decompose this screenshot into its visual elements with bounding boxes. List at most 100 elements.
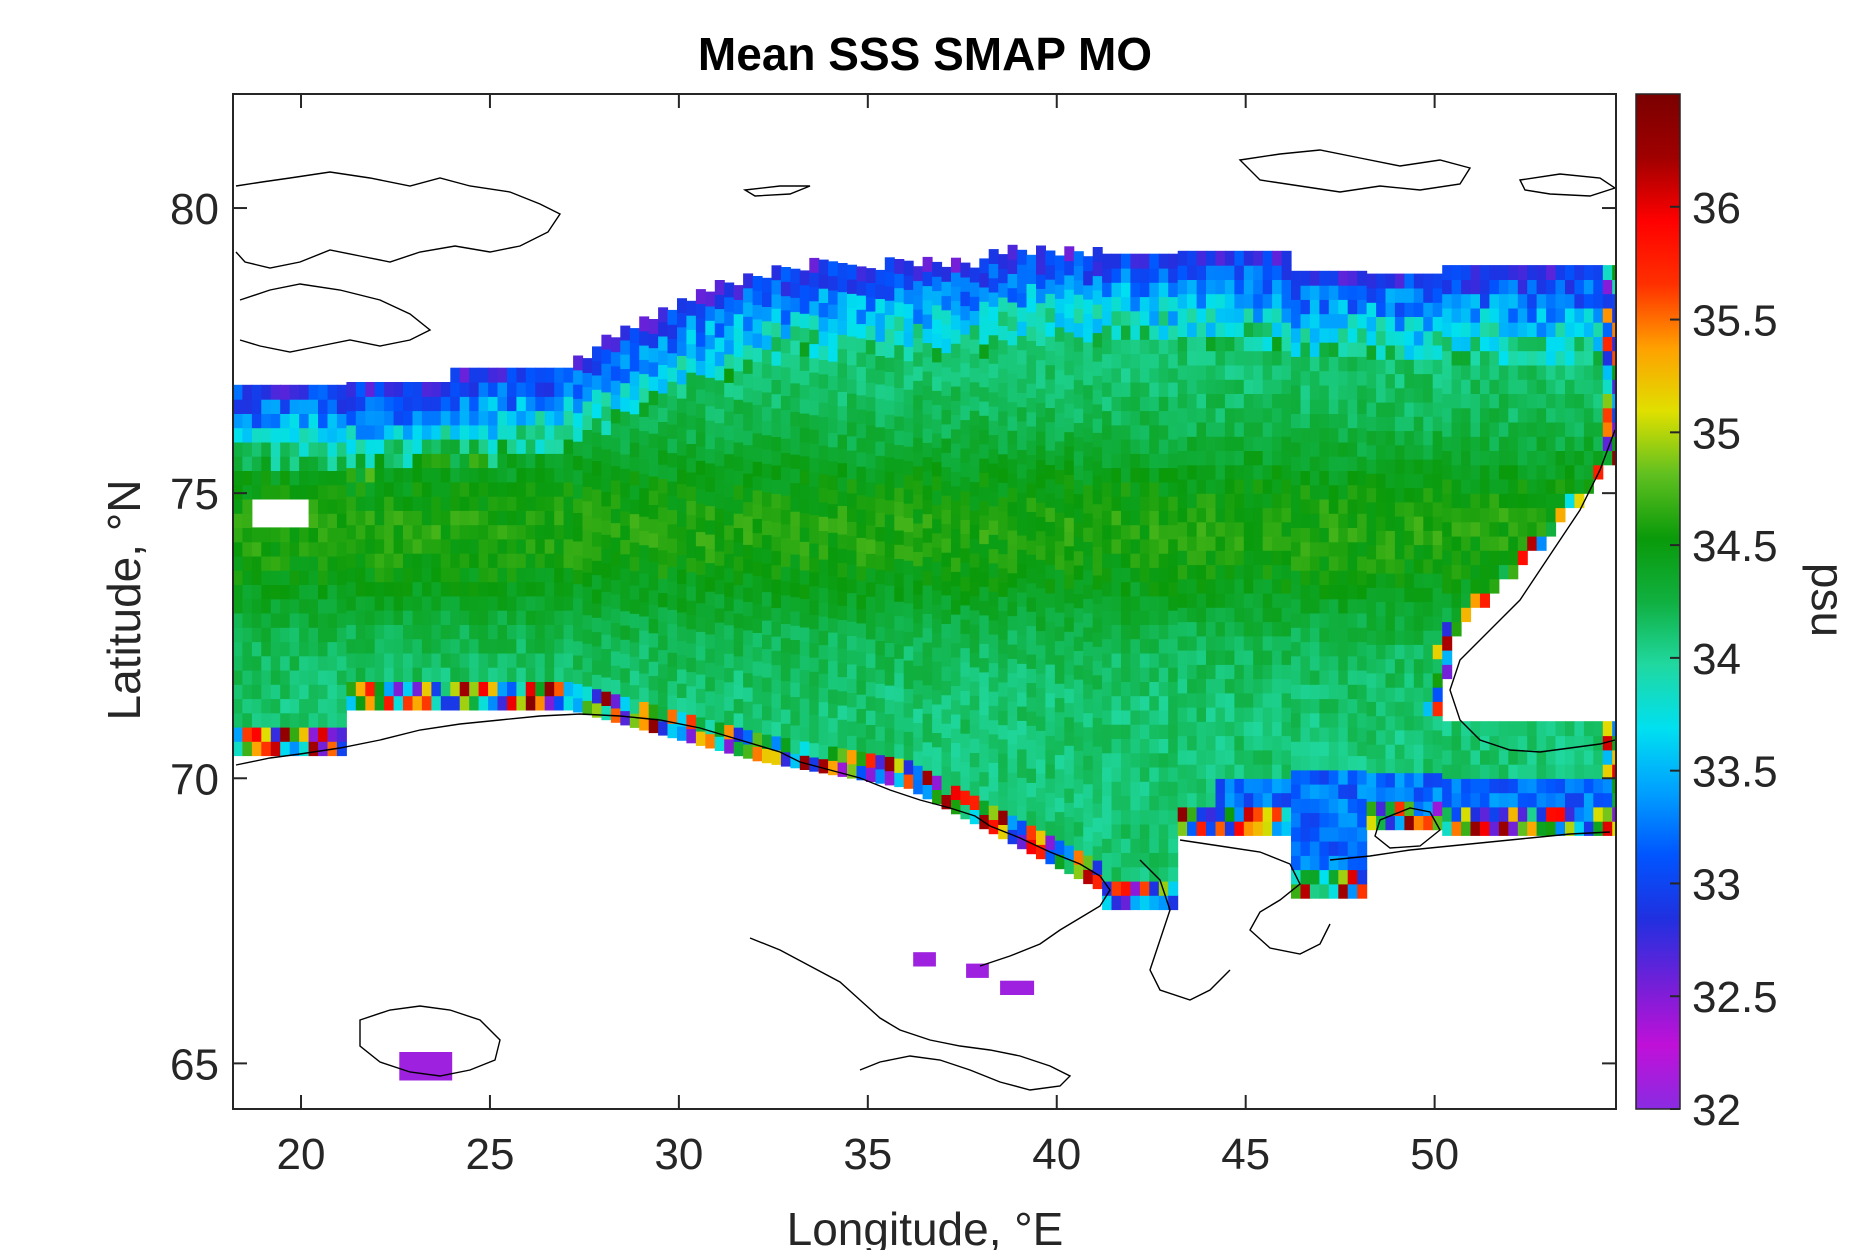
salinity-cell <box>1121 595 1131 611</box>
salinity-cell <box>1168 296 1179 312</box>
salinity-cell <box>620 667 631 683</box>
salinity-cell <box>289 655 300 671</box>
salinity-cell <box>242 555 253 571</box>
salinity-cell <box>724 539 735 554</box>
salinity-cell <box>884 742 895 757</box>
salinity-cell <box>1385 416 1396 432</box>
salinity-cell <box>922 584 933 600</box>
salinity-cell <box>875 512 886 528</box>
salinity-cell <box>1546 507 1557 523</box>
salinity-cell <box>488 624 499 640</box>
salinity-cell <box>1461 806 1472 822</box>
salinity-cell <box>1291 627 1301 643</box>
salinity-cell <box>998 496 1009 512</box>
salinity-cell <box>280 726 291 742</box>
salinity-cell <box>1394 330 1405 346</box>
salinity-cell <box>459 481 470 497</box>
salinity-cell <box>289 726 300 742</box>
salinity-cell <box>233 555 243 571</box>
y-tick-label: 80 <box>170 185 219 234</box>
salinity-cell <box>809 528 820 544</box>
salinity-cell <box>1565 279 1575 295</box>
salinity-cell <box>1309 541 1320 557</box>
salinity-cell <box>1612 322 1616 337</box>
salinity-cell <box>1168 481 1179 497</box>
salinity-cell <box>1177 507 1188 523</box>
salinity-cell <box>1498 336 1509 352</box>
salinity-cell <box>828 674 839 690</box>
salinity-cell <box>1565 436 1575 451</box>
salinity-cell <box>469 396 480 412</box>
salinity-cell <box>771 436 782 452</box>
salinity-cell <box>1121 324 1131 340</box>
salinity-cell <box>535 382 546 397</box>
salinity-cell <box>1253 592 1264 608</box>
salinity-cell <box>261 726 272 742</box>
salinity-cell <box>1309 612 1320 628</box>
salinity-cell <box>1574 806 1585 822</box>
salinity-cell <box>592 503 602 519</box>
salinity-cell <box>1394 658 1405 674</box>
salinity-cell <box>1602 336 1613 352</box>
salinity-cell <box>856 266 867 282</box>
salinity-cell <box>969 267 980 283</box>
salinity-cell <box>1017 349 1028 365</box>
salinity-cell <box>601 448 612 464</box>
salinity-cell <box>1224 692 1235 708</box>
salinity-cell <box>1489 764 1500 779</box>
salinity-cell <box>1394 373 1405 389</box>
salinity-cell <box>1111 795 1122 811</box>
salinity-cell <box>1394 387 1405 403</box>
salinity-cell <box>894 373 905 388</box>
salinity-cell <box>1470 464 1481 480</box>
salinity-cell <box>280 527 291 543</box>
salinity-cell <box>507 510 517 526</box>
salinity-cell <box>998 653 1009 669</box>
salinity-cell <box>1555 379 1566 394</box>
salinity-cell <box>1168 880 1179 896</box>
salinity-cell <box>667 552 678 568</box>
salinity-cell <box>1366 644 1377 660</box>
salinity-cell <box>743 401 754 417</box>
salinity-cell <box>743 515 754 531</box>
salinity-cell <box>648 561 659 577</box>
salinity-cell <box>431 610 442 625</box>
salinity-cell <box>894 401 905 417</box>
salinity-cell <box>799 641 810 656</box>
salinity-cell <box>412 396 423 412</box>
salinity-cell <box>1073 422 1084 438</box>
salinity-cell <box>1177 250 1188 266</box>
salinity-cell <box>497 481 508 497</box>
salinity-cell <box>450 638 461 654</box>
salinity-cell <box>1385 401 1396 417</box>
salinity-cell <box>1121 367 1131 383</box>
salinity-cell <box>393 567 404 583</box>
salinity-cell <box>1565 307 1575 323</box>
salinity-cell <box>667 495 678 511</box>
salinity-cell <box>1177 707 1188 722</box>
salinity-cell <box>554 439 565 454</box>
salinity-cell <box>1139 880 1150 896</box>
salinity-cell <box>412 467 423 483</box>
salinity-cell <box>809 343 820 359</box>
salinity-cell <box>1149 795 1160 811</box>
salinity-cell <box>1102 638 1113 654</box>
salinity-cell <box>1215 821 1226 836</box>
salinity-cell <box>1121 738 1131 754</box>
salinity-cell <box>251 384 262 400</box>
salinity-cell <box>620 382 631 398</box>
salinity-cell <box>648 461 659 477</box>
salinity-cell <box>544 481 555 497</box>
salinity-cell <box>828 418 839 433</box>
salinity-cell <box>998 482 1009 498</box>
salinity-cell <box>1224 307 1235 323</box>
salinity-cell <box>308 741 319 757</box>
salinity-cell <box>327 484 338 500</box>
salinity-cell <box>1064 845 1075 860</box>
salinity-cell <box>620 339 631 355</box>
salinity-cell <box>1583 764 1594 779</box>
salinity-cell <box>667 466 678 482</box>
salinity-cell <box>1413 701 1424 717</box>
salinity-cell <box>818 587 829 603</box>
salinity-cell <box>629 456 640 472</box>
